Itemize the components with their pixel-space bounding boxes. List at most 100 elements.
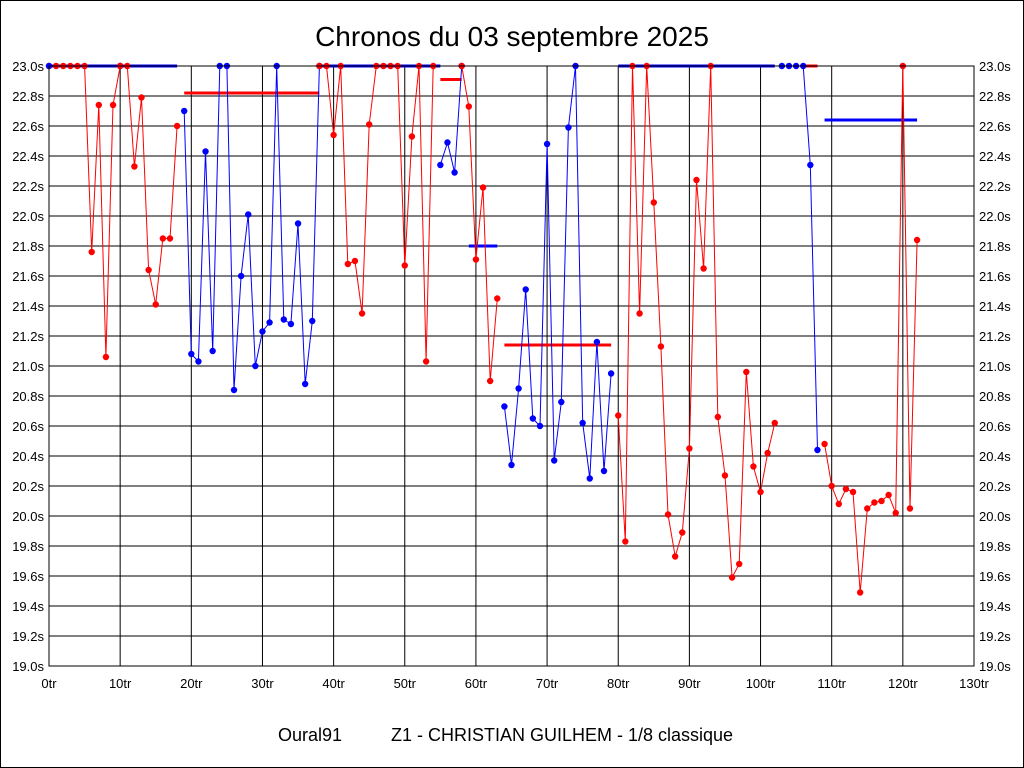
- data-point-blue: [579, 419, 586, 427]
- y-tick-label: 20.0s: [12, 509, 44, 524]
- data-point-red: [145, 266, 152, 274]
- y-tick-label: 21.8s: [12, 239, 44, 254]
- y-tick-label-right: 22.0s: [979, 209, 1011, 224]
- data-point-blue: [508, 461, 515, 469]
- data-point-red: [679, 529, 686, 536]
- series-line-blue: [439, 65, 463, 173]
- data-point-red: [650, 199, 658, 206]
- data-point-red: [913, 236, 921, 244]
- x-tick-label: 10tr: [109, 676, 132, 691]
- data-point-red: [906, 505, 914, 512]
- data-point-red: [622, 538, 629, 545]
- data-point-red: [714, 413, 722, 421]
- data-point-red: [764, 449, 771, 457]
- data-point-red: [138, 94, 145, 101]
- y-tick-label: 21.6s: [12, 269, 44, 284]
- y-tick-label-right: 20.6s: [979, 419, 1011, 434]
- data-point-red: [735, 560, 743, 568]
- x-tick-label: 20tr: [180, 676, 203, 691]
- data-point-red: [721, 472, 729, 479]
- data-point-blue: [188, 350, 195, 358]
- data-point-red: [835, 500, 843, 508]
- average-lines: [49, 64, 918, 347]
- data-point-red: [109, 101, 117, 109]
- data-point-red: [330, 131, 337, 139]
- data-point-blue: [536, 422, 544, 430]
- y-tick-label-right: 20.8s: [979, 389, 1011, 404]
- data-point-red: [892, 509, 899, 517]
- y-tick-label: 20.4s: [12, 449, 44, 464]
- data-point-red: [173, 122, 181, 130]
- y-tick-label: 22.4s: [12, 149, 44, 164]
- data-point-red: [871, 499, 878, 506]
- x-tick-label: 50tr: [394, 676, 417, 691]
- data-point-red: [671, 553, 679, 560]
- data-point-red: [358, 310, 366, 317]
- data-point-red: [757, 488, 764, 496]
- y-tick-label: 19.6s: [12, 569, 44, 584]
- data-point-red: [728, 574, 736, 581]
- data-point-blue: [558, 398, 565, 406]
- data-point-blue: [301, 380, 309, 388]
- data-point-blue: [180, 107, 188, 115]
- y-tick-label-right: 21.2s: [979, 329, 1011, 344]
- data-point-red: [102, 353, 110, 361]
- y-tick-label-right: 19.2s: [979, 629, 1011, 644]
- x-tick-label: 110tr: [817, 676, 846, 691]
- data-point-red: [664, 511, 672, 518]
- data-point-blue: [543, 140, 551, 148]
- data-point-blue: [529, 415, 537, 422]
- data-point-red: [849, 488, 857, 496]
- x-tick-label: 120tr: [888, 676, 918, 691]
- y-tick-label: 21.4s: [12, 299, 44, 314]
- y-tick-label: 19.4s: [12, 599, 44, 614]
- footer-driver: Z1 - CHRISTIAN GUILHEM - 1/8 classique: [391, 725, 733, 745]
- y-tick-label-right: 22.6s: [979, 119, 1011, 134]
- data-point-red: [401, 262, 408, 269]
- y-tick-label-right: 22.4s: [979, 149, 1011, 164]
- data-point-red: [657, 343, 665, 350]
- data-point-blue: [565, 124, 572, 131]
- data-point-blue: [252, 362, 259, 370]
- y-tick-label-right: 20.0s: [979, 509, 1011, 524]
- series-line-blue: [183, 65, 320, 391]
- data-point-blue: [515, 385, 522, 392]
- series-line-blue: [781, 65, 818, 451]
- y-tick-label-right: 21.8s: [979, 239, 1011, 254]
- y-tick-label-right: 19.6s: [979, 569, 1011, 584]
- y-tick-label: 20.8s: [12, 389, 44, 404]
- data-point-blue: [202, 148, 209, 155]
- y-tick-label: 20.2s: [12, 479, 44, 494]
- data-point-blue: [309, 317, 316, 325]
- y-tick-label-right: 22.8s: [979, 89, 1011, 104]
- data-point-blue: [259, 328, 266, 335]
- y-tick-label-right: 21.6s: [979, 269, 1011, 284]
- data-points: [45, 62, 921, 596]
- x-tick-label: 0tr: [41, 676, 57, 691]
- data-point-red: [700, 265, 707, 272]
- series-line-red: [617, 65, 776, 580]
- data-point-blue: [195, 358, 202, 365]
- series-line-red: [461, 65, 498, 382]
- data-point-red: [152, 301, 159, 308]
- data-point-blue: [586, 475, 593, 482]
- data-point-blue: [600, 467, 608, 475]
- data-point-red: [686, 445, 693, 452]
- data-point-red: [494, 295, 501, 302]
- data-point-red: [885, 491, 892, 499]
- data-point-blue: [266, 319, 273, 326]
- data-point-red: [472, 256, 480, 263]
- data-point-blue: [444, 139, 451, 146]
- chart-title: Chronos du 03 septembre 2025: [315, 21, 709, 52]
- data-point-red: [131, 163, 138, 170]
- y-tick-label-right: 23.0s: [979, 59, 1011, 74]
- data-point-blue: [501, 403, 508, 410]
- y-tick-label: 19.0s: [12, 659, 44, 674]
- data-point-red: [878, 497, 885, 505]
- series-line-red: [319, 65, 434, 362]
- y-tick-label: 22.0s: [12, 209, 44, 224]
- x-tick-label: 60tr: [465, 676, 488, 691]
- x-tick-label: 130tr: [959, 676, 989, 691]
- y-tick-label-right: 19.8s: [979, 539, 1011, 554]
